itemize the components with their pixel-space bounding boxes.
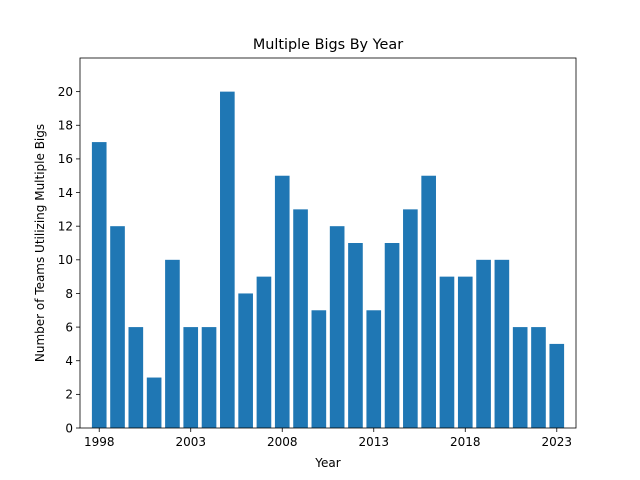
bar-2023 [549,343,565,428]
chart-title: Multiple Bigs By Year [253,37,403,53]
y-tick-label: 10 [58,253,73,267]
bar-2010 [311,310,327,428]
x-tick-label: 1998 [84,435,115,449]
bar-2020 [494,259,510,428]
x-axis-label: Year [314,456,340,470]
bar-2002 [165,259,180,428]
y-tick-label: 6 [65,320,73,334]
bar-2009 [293,209,308,428]
y-tick-label: 14 [58,186,73,200]
bar-2011 [329,226,345,428]
bar-2012 [348,243,363,428]
bar-1999 [110,226,125,428]
bar-2018 [457,276,473,428]
y-tick-label: 2 [65,388,73,402]
y-axis-label: Number of Teams Utilizing Multiple Bigs [33,124,47,362]
x-tick-label: 2013 [358,435,389,449]
x-tick-label: 2018 [450,435,481,449]
x-axis-ticks: 1998 2003 2008 2013 2018 2023 [84,428,572,449]
bar-2004 [201,327,217,428]
bar-2007 [256,276,272,428]
bar-2017 [439,276,455,428]
bar-2022 [531,327,546,428]
y-axis-ticks: 0 2 4 6 8 10 12 14 16 18 20 [58,85,80,435]
bar-2021 [512,327,528,428]
y-tick-label: 12 [58,219,73,233]
bar-2005 [220,91,235,429]
y-tick-label: 18 [58,119,73,133]
x-tick-label: 2008 [267,435,298,449]
bar-2015 [403,209,418,428]
bar-2016 [421,175,436,428]
y-tick-label: 4 [65,354,73,368]
x-tick-label: 2003 [175,435,206,449]
bar-1998 [91,142,107,428]
bar-2013 [366,310,382,428]
bar-2000 [128,327,144,428]
bar-2001 [146,377,162,428]
bar-2008 [274,175,290,428]
bars-group [91,91,565,429]
y-tick-label: 16 [58,152,73,166]
y-tick-label: 20 [58,85,73,99]
bar-2014 [384,243,400,428]
x-tick-label: 2023 [542,435,573,449]
bar-2003 [183,327,199,428]
bar-2006 [238,293,253,428]
bar-2019 [476,259,491,428]
y-tick-label: 8 [65,287,73,301]
y-tick-label: 0 [65,421,73,435]
plot-frame [79,57,577,429]
